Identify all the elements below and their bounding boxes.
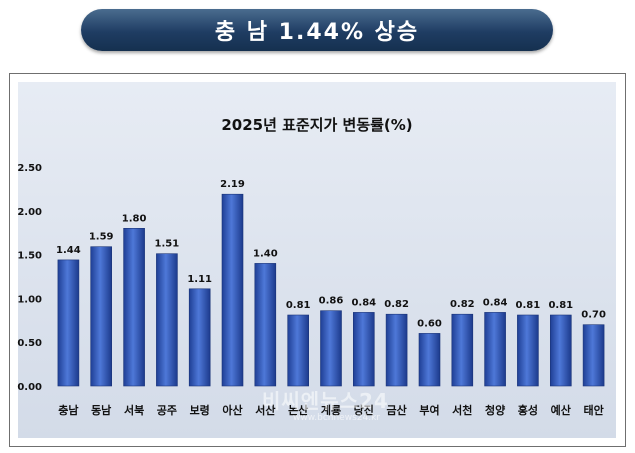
x-tick-label: 논산	[288, 403, 308, 417]
x-tick-label: 서천	[452, 403, 472, 417]
x-tick-label: 동남	[91, 404, 111, 417]
bar-부여	[418, 333, 441, 387]
bar-청양	[484, 312, 506, 387]
bar-충남	[57, 259, 80, 387]
bar-예산	[549, 314, 572, 387]
watermark-logo: 비씨엔뉴스24	[262, 389, 389, 413]
y-tick-label: 2.50	[17, 163, 42, 174]
bar-서산	[254, 263, 277, 387]
x-tick-label: 서산	[255, 403, 275, 417]
x-tick-label: 부여	[419, 403, 439, 417]
bar-value-label: 0.70	[581, 310, 606, 321]
x-tick-label: 홍성	[518, 403, 538, 417]
x-tick-label: 청양	[485, 403, 505, 417]
y-tick-label: 2.00	[17, 207, 42, 218]
bar-value-label: 0.86	[319, 296, 344, 307]
bar-value-label: 1.51	[155, 239, 180, 250]
bar-value-label: 1.11	[187, 274, 212, 285]
chart-title: 2025년 표준지가 변동률(%)	[221, 116, 412, 134]
bar-value-label: 0.81	[286, 300, 311, 311]
x-tick-label: 당진	[354, 403, 374, 417]
bar-동남	[90, 246, 112, 387]
x-tick-label: 보령	[190, 404, 210, 417]
bar-금산	[385, 313, 408, 387]
headline-text: 충 남 1.44% 상승	[214, 20, 420, 45]
x-tick-label: 금산	[386, 403, 406, 417]
bar-value-label: 0.81	[516, 300, 541, 311]
x-tick-label: 공주	[157, 404, 177, 417]
bar-value-label: 1.40	[253, 248, 278, 259]
bar-value-label: 0.82	[450, 299, 475, 310]
bar-value-label: 0.84	[351, 297, 376, 308]
bar-value-label: 0.81	[548, 300, 573, 311]
y-tick-label: 1.00	[17, 294, 42, 305]
y-tick-label: 0.50	[17, 338, 42, 349]
bar-홍성	[517, 314, 539, 387]
bar-논산	[287, 314, 310, 387]
bar-당진	[352, 312, 375, 387]
bar-서천	[451, 313, 474, 387]
watermark-url: www.bcnnews24.kr	[293, 413, 380, 423]
bar-value-label: 2.19	[220, 179, 245, 190]
bar-태안	[582, 324, 605, 387]
x-tick-label: 충남	[58, 403, 78, 417]
bar-value-label: 1.59	[89, 232, 114, 243]
x-tick-label: 계룡	[321, 403, 341, 417]
x-tick-label: 태안	[583, 403, 603, 417]
bar-보령	[188, 288, 211, 387]
y-tick-label: 0.00	[17, 382, 42, 393]
x-tick-label: 예산	[551, 403, 571, 417]
bar-공주	[156, 253, 178, 387]
bar-서북	[123, 228, 145, 387]
bar-value-label: 0.82	[384, 299, 409, 310]
bar-계룡	[320, 310, 342, 387]
x-tick-label: 서북	[124, 403, 144, 417]
x-tick-label: 아산	[222, 403, 242, 417]
bar-아산	[221, 193, 244, 387]
headline-banner: 충 남 1.44% 상승	[81, 9, 553, 51]
y-tick-label: 1.50	[17, 251, 42, 262]
chart-background	[18, 82, 616, 438]
bar-value-label: 0.84	[483, 297, 508, 308]
bar-value-label: 1.44	[56, 245, 81, 256]
bar-value-label: 0.60	[417, 318, 442, 329]
bar-value-label: 1.80	[122, 213, 147, 224]
